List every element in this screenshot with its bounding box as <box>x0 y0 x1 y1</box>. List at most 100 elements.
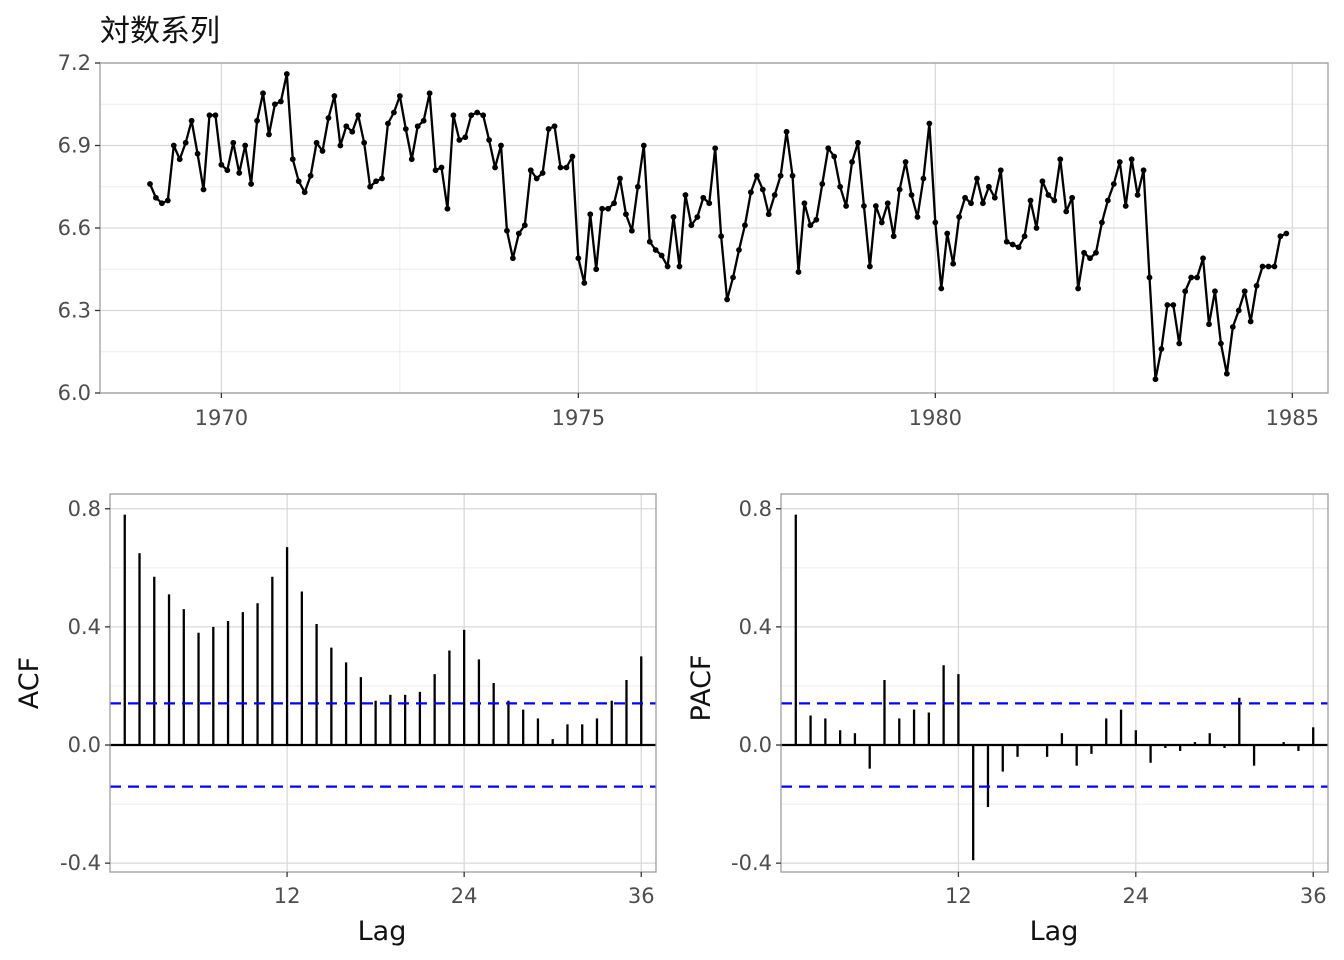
series-point <box>676 263 683 270</box>
series-point <box>396 93 403 99</box>
series-point <box>480 112 487 119</box>
y-tick-label: 6.3 <box>58 299 91 323</box>
series-point <box>700 194 707 201</box>
series-point <box>664 263 671 270</box>
series-point <box>438 164 445 171</box>
series-point <box>337 142 344 149</box>
series-point <box>1134 192 1141 198</box>
series-point <box>260 90 266 97</box>
series-point <box>212 112 219 119</box>
series-point <box>1229 324 1236 330</box>
series-point <box>402 126 409 132</box>
y-tick-label: 6.0 <box>58 381 91 405</box>
series-point <box>277 98 284 105</box>
series-point <box>373 178 379 185</box>
series-point <box>224 167 231 174</box>
series-point <box>367 183 374 190</box>
series-point <box>1057 156 1064 163</box>
series-point <box>1104 197 1111 204</box>
y-tick-label: 6.6 <box>58 216 91 240</box>
series-point <box>1081 249 1087 256</box>
pacf-panel: -0.4 0.0 0.4 0.8 12 24 36 <box>731 493 1329 908</box>
series-point <box>1039 178 1046 185</box>
series-point <box>813 216 820 223</box>
series-point <box>878 219 885 226</box>
series-point <box>908 192 915 198</box>
series-point <box>1063 208 1070 215</box>
y-tick-label: 6.9 <box>58 134 91 158</box>
x-tick-label: 36 <box>628 884 655 908</box>
series-point <box>753 172 760 179</box>
series-point <box>1271 263 1278 270</box>
series-point <box>313 139 320 146</box>
series-point <box>1033 225 1040 231</box>
series-point <box>1152 376 1159 383</box>
series-point <box>254 117 260 124</box>
series-point <box>1253 282 1260 289</box>
series-point <box>557 164 564 171</box>
series-point <box>379 175 385 182</box>
series-point <box>884 200 891 207</box>
series-point <box>474 109 481 116</box>
series-point <box>504 227 510 234</box>
series-point <box>283 71 290 77</box>
series-point <box>307 172 314 179</box>
y-tick-label: 0.4 <box>739 615 772 639</box>
series-point <box>991 194 998 201</box>
series-point <box>938 285 945 292</box>
series-point <box>361 139 368 146</box>
series-point <box>974 175 980 182</box>
series-point <box>849 159 855 165</box>
series-point <box>1003 238 1010 245</box>
series-point <box>765 211 772 218</box>
y-tick-label: 0.0 <box>739 733 772 757</box>
acf-x-axis-title: Lag <box>358 916 407 947</box>
series-point <box>295 178 302 185</box>
series-point <box>1051 197 1058 204</box>
series-point <box>515 230 522 237</box>
series-point <box>206 112 213 119</box>
series-point <box>1122 203 1129 209</box>
series-point <box>325 115 332 121</box>
series-point <box>611 200 617 207</box>
series-point <box>272 101 278 108</box>
series-point <box>420 117 427 124</box>
series-point <box>194 150 201 157</box>
series-point <box>432 167 439 174</box>
series-point <box>747 189 754 196</box>
series-point <box>188 117 195 124</box>
series-line <box>148 72 1287 381</box>
series-point <box>1212 288 1218 295</box>
series-point <box>182 139 189 146</box>
series-point <box>1087 255 1093 262</box>
series-point <box>1283 230 1290 237</box>
series-point <box>783 128 790 135</box>
series-point <box>742 222 748 229</box>
series-point <box>1099 219 1105 226</box>
series-point <box>855 139 861 146</box>
y-tick-label: -0.4 <box>731 851 772 875</box>
series-point <box>623 211 629 218</box>
series-point <box>1277 233 1284 240</box>
series-point <box>819 181 826 187</box>
series-point <box>200 186 207 193</box>
series-point <box>1146 274 1153 281</box>
series-point <box>1009 241 1016 248</box>
series-point <box>450 112 457 119</box>
series-point <box>248 181 255 187</box>
series-point <box>1218 340 1224 347</box>
series-point <box>1015 244 1022 251</box>
y-tick-label: 7.2 <box>58 51 91 75</box>
series-point <box>658 252 665 259</box>
series-point <box>153 194 159 201</box>
series-point <box>1110 181 1117 187</box>
series-point <box>837 183 844 190</box>
series-point <box>706 200 713 207</box>
series-point <box>1206 321 1212 328</box>
series-point <box>147 181 153 187</box>
series-point <box>789 172 796 179</box>
series-point <box>617 175 623 182</box>
acf-panel: -0.4 0.0 0.4 0.8 12 24 36 <box>60 493 657 908</box>
series-point <box>1259 263 1266 270</box>
